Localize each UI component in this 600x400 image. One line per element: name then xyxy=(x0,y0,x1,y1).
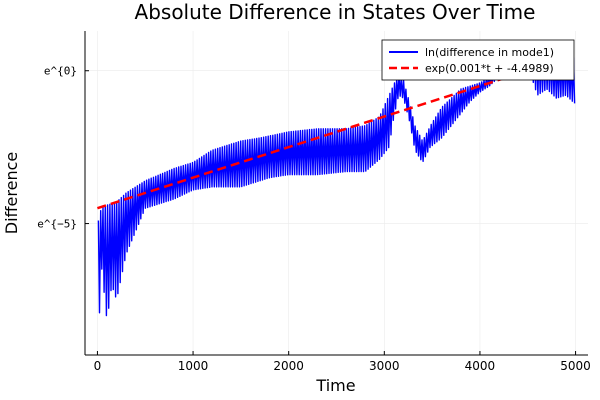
x-tick-label: 5000 xyxy=(560,359,591,373)
legend-box xyxy=(381,39,575,81)
x-tick-label: 4000 xyxy=(465,359,496,373)
x-tick-label: 1000 xyxy=(178,359,209,373)
x-axis-label: Time xyxy=(315,376,355,395)
x-ticks: 0 1000 2000 3000 4000 5000 xyxy=(94,351,591,373)
y-tick-label: e^{0} xyxy=(44,65,77,78)
series-line-mode1 xyxy=(97,43,576,317)
y-ticks: e^{0} e^{−5} xyxy=(37,65,89,231)
x-tick-label: 2000 xyxy=(273,359,304,373)
chart-title: Absolute Difference in States Over Time xyxy=(135,0,536,24)
legend: ln(difference in mode1) exp(0.001*t + -4… xyxy=(381,39,575,81)
y-tick-label: e^{−5} xyxy=(37,218,77,231)
legend-label-mode1: ln(difference in mode1) xyxy=(425,46,554,59)
axes xyxy=(84,31,588,356)
y-axis-label: Difference xyxy=(2,152,21,234)
series-layer xyxy=(97,43,576,317)
legend-label-fit: exp(0.001*t + -4.4989) xyxy=(425,62,554,75)
x-tick-label: 3000 xyxy=(369,359,400,373)
x-tick-label: 0 xyxy=(94,359,102,373)
